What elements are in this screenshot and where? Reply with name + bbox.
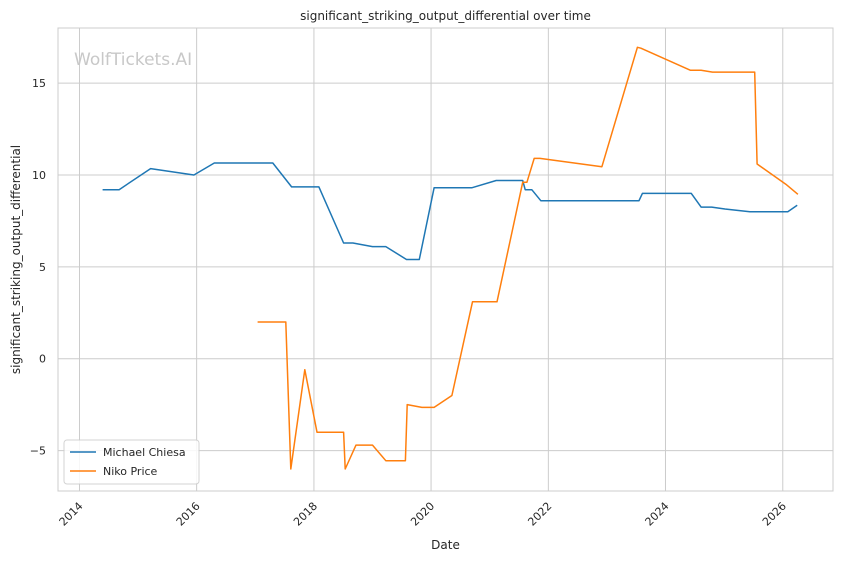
y-tick-label: 15 (32, 77, 46, 90)
y-tick-label: −5 (30, 445, 46, 458)
y-tick-label: 5 (39, 261, 46, 274)
legend: Michael Chiesa Niko Price (63, 439, 200, 485)
x-tick-label: 2018 (291, 500, 320, 529)
series-line-michael-chiesa (102, 162, 798, 261)
x-tick-label: 2024 (643, 500, 672, 529)
x-tick-label: 2026 (760, 500, 789, 529)
x-tick-labels: 2014 2016 2018 2020 2022 2024 2026 (57, 500, 789, 529)
plot-area (57, 27, 834, 492)
y-axis-label: significant_striking_output_differential (9, 145, 23, 374)
y-tick-labels: −5 0 5 10 15 (30, 77, 46, 457)
series-line-niko-price (257, 46, 799, 470)
y-tick-label: 0 (39, 353, 46, 366)
x-tick-label: 2022 (525, 500, 554, 529)
x-tick-label: 2016 (174, 500, 203, 529)
x-axis-label: Date (431, 538, 460, 552)
series-lines (102, 46, 799, 470)
y-tick-label: 10 (32, 169, 46, 182)
legend-box (63, 439, 200, 485)
x-tick-label: 2014 (57, 500, 86, 529)
x-tick-label: 2020 (408, 500, 437, 529)
grid-lines (58, 28, 833, 491)
chart-title: significant_striking_output_differential… (300, 9, 591, 23)
legend-label-michael-chiesa: Michael Chiesa (103, 446, 186, 459)
legend-label-niko-price: Niko Price (103, 465, 158, 478)
watermark-text: WolfTickets.AI (74, 50, 192, 70)
